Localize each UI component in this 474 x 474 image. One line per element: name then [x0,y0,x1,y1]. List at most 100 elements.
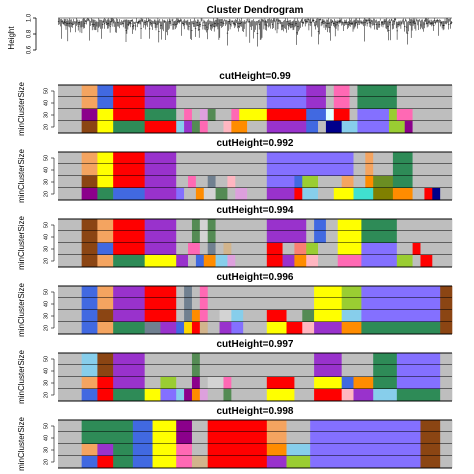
cluster-color-segment [349,109,358,121]
panel-y-label: minClusterSize [17,417,26,471]
cluster-color-segment [207,444,268,456]
cluster-color-segment [337,255,362,267]
cluster-color-segment [318,176,342,188]
cluster-color-segment [215,243,224,255]
panel-y-tick-label: 20 [43,459,49,465]
cluster-color-segment [144,322,161,334]
cluster-color-segment [207,109,216,121]
cluster-color-segment [195,176,209,188]
panel-5: cutHeight=0.998 minClusterSize 50 40 30 20 [17,406,453,471]
cluster-color-segment [207,243,216,255]
cluster-color-segment [215,219,268,231]
cluster-color-segment [113,444,134,456]
cluster-color-segment [81,420,134,432]
cluster-color-segment [144,255,177,267]
panel-y-tick-label: 50 [43,423,49,429]
cluster-color-segment [81,310,98,322]
cluster-color-segment [440,389,453,401]
cluster-color-segment [176,456,193,468]
cluster-color-segment [341,286,362,298]
cluster-color-segment [113,231,145,243]
cluster-color-segment [373,176,394,188]
cluster-color-segment [176,420,193,432]
cluster-color-segment [286,456,311,468]
cluster-color-segment [113,152,145,164]
cluster-color-segment [396,353,441,365]
cluster-color-segment [388,109,398,121]
cluster-color-segment [219,322,232,334]
panel-y-label: minClusterSize [17,82,26,136]
cluster-color-segment [388,121,406,133]
panel-title: cutHeight=0.996 [217,272,294,283]
cluster-color-segment [424,188,433,200]
cluster-color-segment [58,420,82,432]
cluster-color-segment [353,389,374,401]
cluster-color-segment [184,286,193,298]
cluster-color-segment [81,255,98,267]
cluster-color-segment [314,377,342,389]
cluster-color-segment [81,85,98,97]
cluster-color-segment [302,310,315,322]
cluster-color-segment [191,353,201,365]
cluster-color-segment [223,121,232,133]
cluster-color-segment [306,243,319,255]
cluster-color-segment [184,310,193,322]
cluster-color-segment [152,420,177,432]
cluster-color-segment [420,255,433,267]
cluster-color-segment [365,164,374,176]
cluster-color-segment [199,109,209,121]
cluster-color-segment [361,286,441,298]
cluster-color-segment [113,109,145,121]
cluster-color-segment [184,109,193,121]
cluster-color-segment [199,310,209,322]
panel-y-label: minClusterSize [17,283,26,337]
cluster-color-segment [113,121,145,133]
cluster-color-segment [314,231,327,243]
cluster-color-segment [440,365,453,377]
cluster-color-segment [361,231,398,243]
cluster-color-segment [191,365,201,377]
cluster-color-segment [97,310,114,322]
cluster-color-segment [318,243,339,255]
cluster-color-segment [58,286,82,298]
cluster-color-segment [81,286,98,298]
cluster-color-segment [207,231,216,243]
cluster-color-segment [392,176,413,188]
cluster-color-segment [306,255,319,267]
cluster-color-segment [132,444,153,456]
cluster-color-segment [341,176,354,188]
cluster-color-segment [396,85,453,97]
cluster-color-segment [81,365,98,377]
cluster-color-segment [176,231,193,243]
cluster-color-segment [207,322,220,334]
cluster-color-segment [373,188,394,200]
cluster-color-segment [223,243,232,255]
panel-y-tick-label: 50 [43,155,49,161]
cluster-color-segment [58,353,82,365]
panel-y-tick-label: 40 [43,167,49,173]
cluster-color-segment [247,121,268,133]
cluster-color-segment [184,389,193,401]
cluster-color-segment [215,109,232,121]
cluster-color-segment [144,298,177,310]
cluster-color-segment [357,85,398,97]
cluster-color-segment [373,353,398,365]
cluster-color-segment [361,322,441,334]
panel-y-tick-label: 50 [43,88,49,94]
cluster-color-segment [314,353,342,365]
cluster-color-segment [81,231,98,243]
cluster-color-segment [286,432,311,444]
cluster-color-segment [412,176,453,188]
cluster-color-segment [215,188,228,200]
cluster-color-segment [203,188,216,200]
cluster-color-segment [97,286,114,298]
cluster-color-segment [176,377,193,389]
cluster-color-segment [199,298,209,310]
cluster-color-segment [113,322,145,334]
panel-y-tick-label: 50 [43,289,49,295]
panel-0: cutHeight=0.99 minClusterSize 50 40 30 20 [17,71,453,136]
cluster-color-segment [81,353,98,365]
cluster-color-segment [227,188,236,200]
cluster-color-segment [392,188,413,200]
